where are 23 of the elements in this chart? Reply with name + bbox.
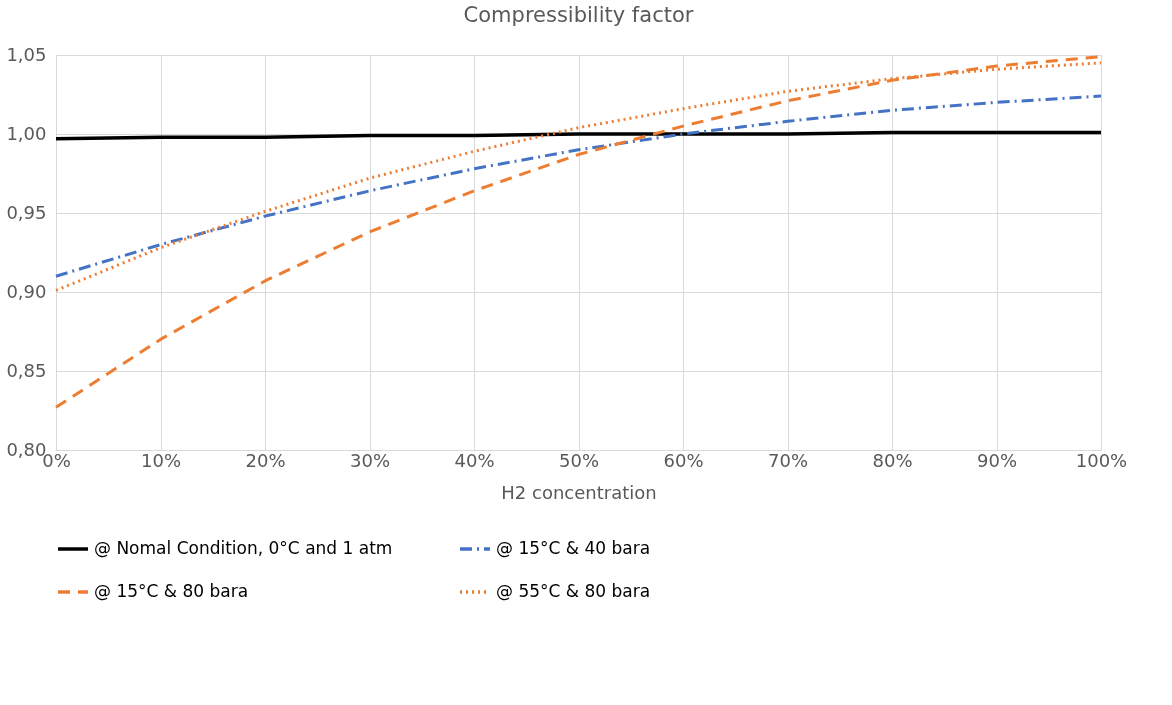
chart-title: Compressibility factor: [463, 3, 694, 27]
x-axis-title: H2 concentration: [501, 481, 657, 503]
legend-label: @ 55°C & 80 bara: [496, 581, 651, 601]
line-series: [54, 94, 1103, 278]
line-series: [54, 130, 1103, 141]
x-tick-label: 100%: [1075, 449, 1128, 471]
y-tick-label: 0,90: [6, 280, 47, 302]
x-tick-label: 30%: [349, 449, 391, 471]
legend-label: @ Nomal Condition, 0°C and 1 atm: [94, 538, 393, 558]
x-tick-label: 40%: [454, 449, 495, 471]
x-tick-label: 70%: [767, 449, 809, 471]
x-tick-label: 60%: [663, 449, 704, 471]
legend-label: @ 15°C & 80 bara: [94, 581, 249, 601]
x-tick-label: 50%: [558, 449, 600, 471]
y-tick-label: 0,95: [6, 201, 47, 223]
y-tick-label: 1,00: [6, 122, 47, 144]
y-tick-label: 1,05: [6, 43, 47, 65]
y-tick-label: 0,85: [6, 359, 47, 381]
x-tick-label: 20%: [245, 449, 286, 471]
legend-label: @ 15°C & 40 bara: [496, 538, 651, 558]
x-tick-label: 10%: [140, 449, 182, 471]
x-tick-label: 80%: [872, 449, 913, 471]
x-tick-label: 90%: [976, 449, 1018, 471]
